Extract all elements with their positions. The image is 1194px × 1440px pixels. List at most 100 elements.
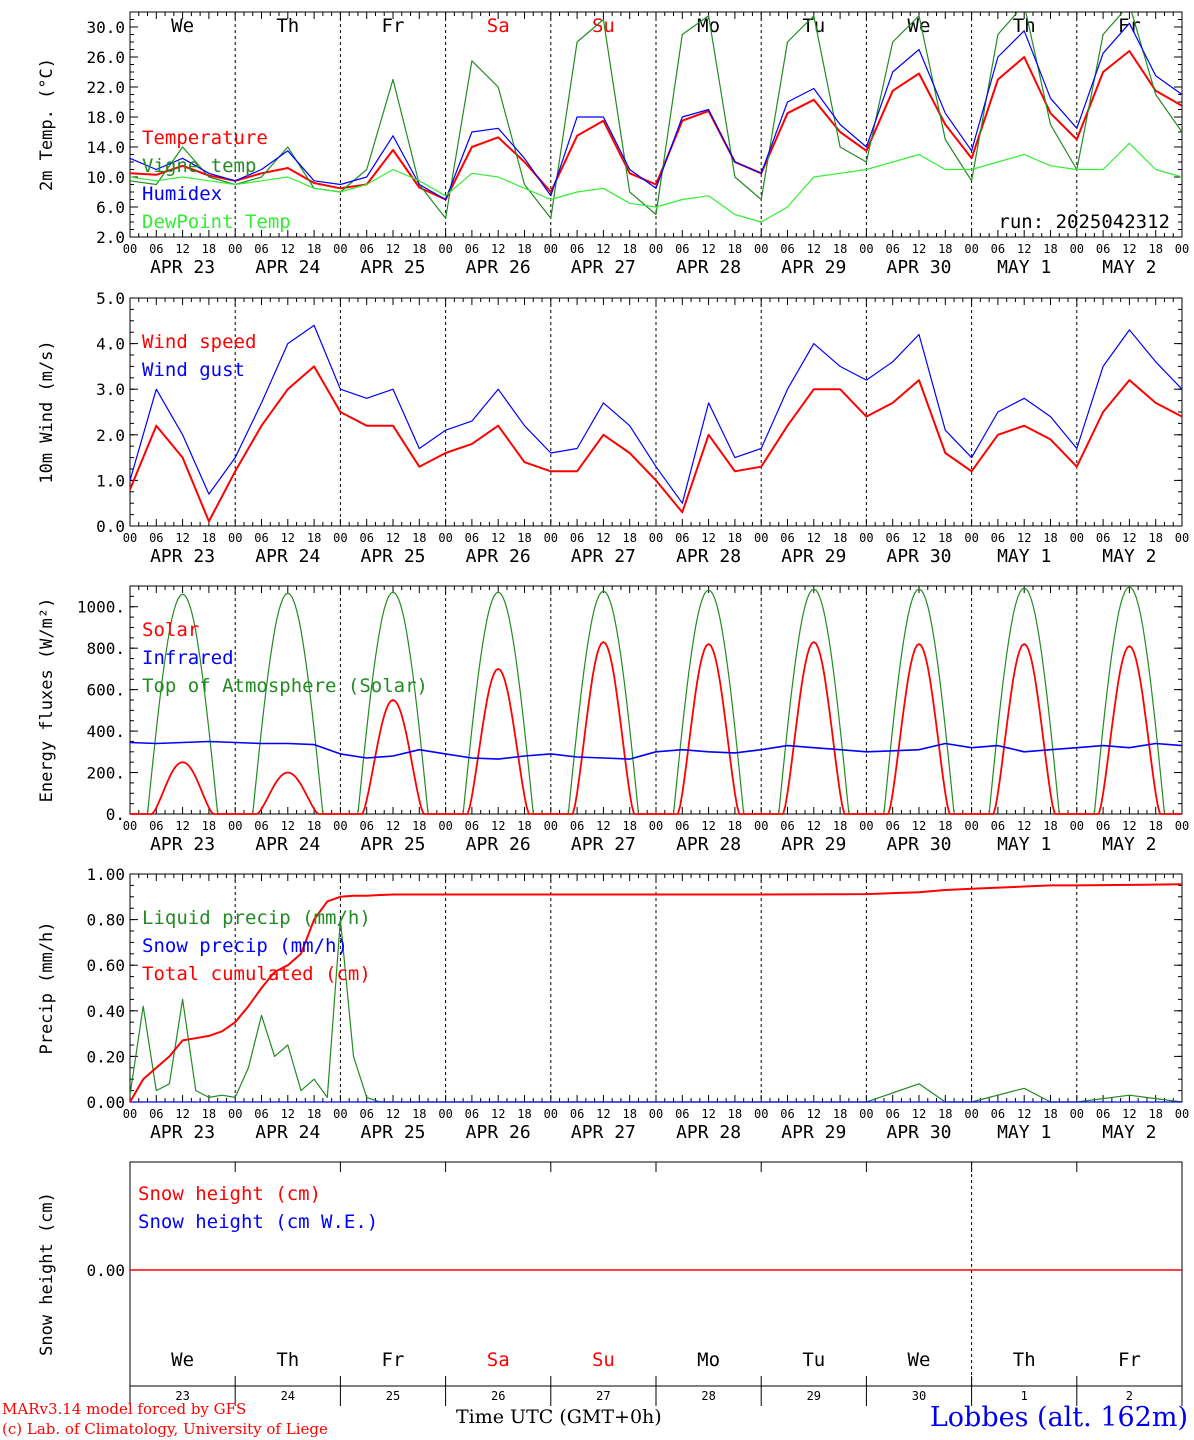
x-hour-label: 06 — [149, 531, 163, 545]
day-number-label: 23 — [175, 1389, 189, 1403]
panel-energy: 0. 200. 400. 600. 800. 1000. Energy fluxes (W/… — [37, 585, 1189, 855]
x-hour-label: 12 — [807, 1107, 821, 1121]
y-tick-label: 0.40 — [86, 1002, 125, 1021]
x-hour-label: 06 — [149, 242, 163, 256]
x-date-label: APR 27 — [571, 834, 636, 855]
x-hour-label: 06 — [1096, 242, 1110, 256]
x-date-label: APR 30 — [886, 546, 951, 567]
x-hour-label: 00 — [964, 1107, 978, 1121]
y-tick-label: 1.00 — [86, 865, 125, 884]
x-hour-label: 06 — [1096, 531, 1110, 545]
x-hour-label: 12 — [807, 819, 821, 833]
x-hour-label: 06 — [885, 1107, 899, 1121]
panel-wind: 0.0 1.0 2.0 3.0 4.0 5.0 10m Wind (m/s) 00 06 12 18… — [37, 289, 1189, 567]
x-hour-label: 06 — [149, 819, 163, 833]
day-number-label: 2 — [1126, 1389, 1133, 1403]
x-hour-label: 00 — [754, 819, 768, 833]
x-hour-label: 18 — [622, 1107, 636, 1121]
y-tick-label: 0.0 — [96, 517, 125, 536]
x-hour-label: 00 — [544, 242, 558, 256]
x-date-label: APR 28 — [676, 257, 741, 278]
x-hour-label: 18 — [307, 1107, 321, 1121]
x-hour-label: 00 — [333, 242, 347, 256]
weekday-label: Tu — [802, 15, 825, 37]
x-hour-label: 12 — [491, 819, 505, 833]
y-tick-label: 800. — [86, 639, 125, 658]
x-hour-label: 00 — [964, 531, 978, 545]
x-date-label: APR 30 — [886, 257, 951, 278]
weekday-label: Tu — [802, 1349, 825, 1371]
x-hour-label: 18 — [307, 819, 321, 833]
x-date-label: APR 24 — [255, 834, 320, 855]
x-date-label: APR 27 — [571, 257, 636, 278]
panel-snow: 0.00 Snow height (cm) Snow height (cm) Snow… — [37, 1161, 1183, 1406]
series-line — [130, 12, 1182, 219]
x-hour-label: 00 — [123, 819, 137, 833]
y-tick-label: 5.0 — [96, 289, 125, 308]
x-hour-label: 12 — [281, 1107, 295, 1121]
x-date-label: APR 28 — [676, 834, 741, 855]
legend-entry: Total cumulated (cm) — [142, 963, 371, 985]
x-hour-label: 18 — [938, 1107, 952, 1121]
x-date-label: APR 26 — [466, 834, 531, 855]
x-hour-label: 06 — [780, 1107, 794, 1121]
x-hour-label: 12 — [175, 242, 189, 256]
series-line — [129, 324, 1183, 504]
x-hour-label: 18 — [202, 242, 216, 256]
x-hour-label: 18 — [412, 819, 426, 833]
y-tick-label: 10.0 — [86, 168, 125, 187]
weekday-label: We — [171, 15, 194, 37]
x-hour-label: 06 — [885, 819, 899, 833]
x-hour-label: 00 — [1070, 531, 1084, 545]
x-hour-label: 12 — [491, 1107, 505, 1121]
x-hour-label: 00 — [754, 531, 768, 545]
x-hour-label: 12 — [701, 242, 715, 256]
x-hour-label: 00 — [1175, 819, 1189, 833]
x-date-label: APR 25 — [360, 546, 425, 567]
x-date-label: MAY 2 — [1102, 834, 1156, 855]
x-hour-label: 00 — [438, 819, 452, 833]
x-date-label: APR 28 — [676, 1122, 741, 1143]
location-label: Lobbes (alt. 162m) — [929, 1402, 1188, 1433]
y-tick-label: 0.60 — [86, 956, 125, 975]
x-hour-label: 06 — [675, 531, 689, 545]
legend-entry: Temperature — [142, 127, 268, 149]
day-number-label: 30 — [912, 1389, 926, 1403]
x-hour-label: 18 — [1148, 242, 1162, 256]
x-axis-title: Time UTC (GMT+0h) — [456, 1406, 662, 1428]
x-hour-label: 06 — [359, 1107, 373, 1121]
x-date-label: APR 30 — [886, 834, 951, 855]
x-hour-label: 12 — [491, 242, 505, 256]
x-hour-label: 12 — [596, 819, 610, 833]
x-hour-label: 18 — [1148, 819, 1162, 833]
x-hour-label: 12 — [1017, 819, 1031, 833]
x-hour-label: 12 — [175, 531, 189, 545]
y-tick-label: 14.0 — [86, 138, 125, 157]
day-number-label: 24 — [281, 1389, 295, 1403]
y-axis-label: 10m Wind (m/s) — [37, 340, 57, 483]
x-date-label: APR 27 — [571, 546, 636, 567]
x-hour-label: 06 — [359, 531, 373, 545]
x-hour-label: 18 — [622, 819, 636, 833]
x-hour-label: 06 — [1096, 819, 1110, 833]
y-tick-label: 22.0 — [86, 78, 125, 97]
x-hour-label: 12 — [596, 531, 610, 545]
legend-entry: Humidex — [142, 183, 222, 205]
day-number-label: 26 — [491, 1389, 505, 1403]
weekday-label: Fr — [382, 1349, 405, 1371]
x-date-label: APR 23 — [150, 834, 215, 855]
legend-entry: Snow precip (mm/h) — [142, 935, 348, 957]
x-hour-label: 18 — [1148, 531, 1162, 545]
x-hour-label: 12 — [912, 819, 926, 833]
x-hour-label: 00 — [1175, 242, 1189, 256]
x-date-label: APR 26 — [466, 546, 531, 567]
series-line — [130, 22, 1182, 201]
x-hour-label: 18 — [307, 242, 321, 256]
x-hour-label: 18 — [517, 242, 531, 256]
x-hour-label: 12 — [807, 242, 821, 256]
y-axis-label: Energy fluxes (W/m²) — [37, 598, 57, 803]
x-hour-label: 12 — [386, 1107, 400, 1121]
series-line — [129, 365, 1183, 523]
x-hour-label: 12 — [701, 1107, 715, 1121]
x-hour-label: 18 — [517, 1107, 531, 1121]
